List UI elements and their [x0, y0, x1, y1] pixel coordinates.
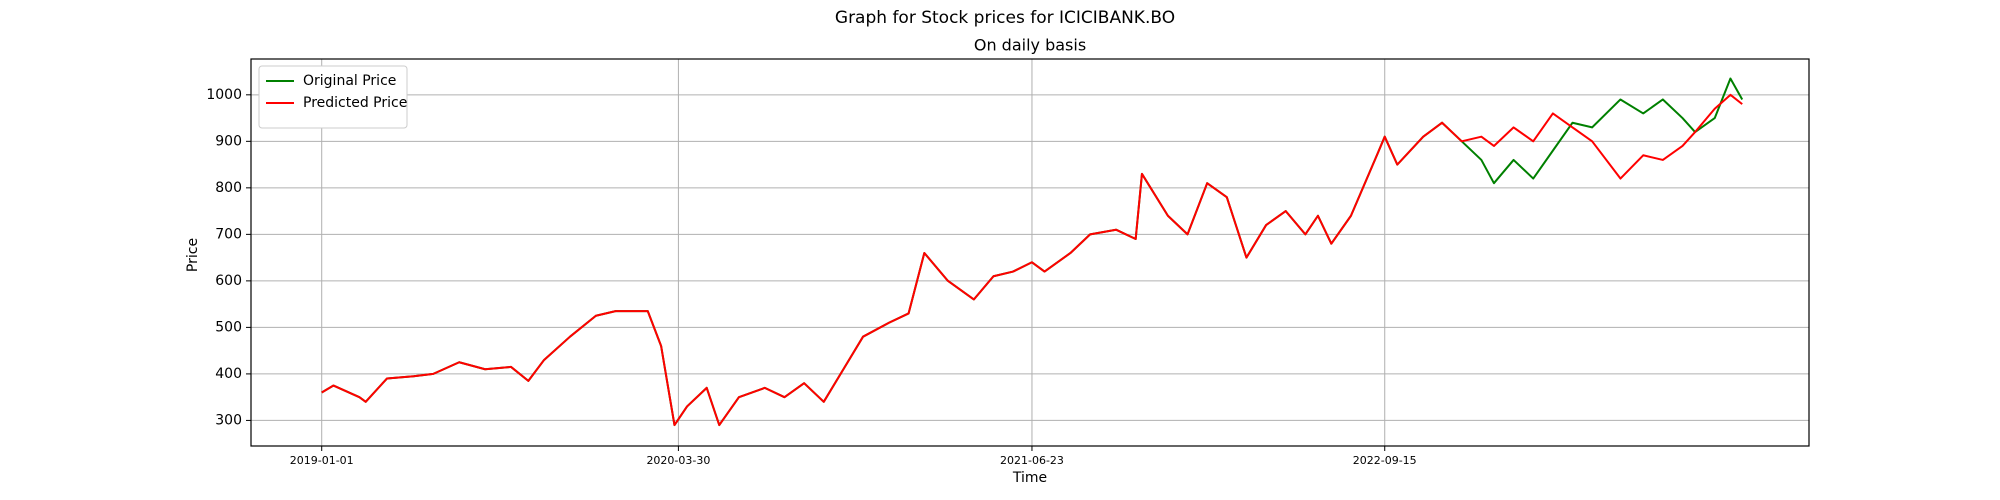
x-axis-label: Time — [1012, 470, 1047, 486]
y-tick-label: 500 — [215, 319, 242, 335]
y-tick-label: 600 — [215, 273, 242, 289]
x-tick-label: 2020-03-30 — [646, 454, 710, 467]
legend-label: Original Price — [303, 73, 396, 89]
y-tick-label: 300 — [215, 412, 242, 428]
y-tick-label: 400 — [215, 366, 242, 382]
legend: Original Price Predicted Price — [258, 65, 408, 129]
chart-subtitle: On daily basis — [974, 36, 1086, 55]
series-line — [321, 93, 1743, 427]
x-tick-label: 2022-09-15 — [1353, 454, 1417, 467]
y-tick-label: 1000 — [206, 87, 242, 103]
y-tick-label: 900 — [215, 133, 242, 149]
x-tick-label: 2019-01-01 — [290, 454, 354, 467]
legend-box — [258, 65, 408, 129]
plot-frame — [250, 58, 1810, 447]
y-tick-label: 700 — [215, 226, 242, 242]
legend-label: Predicted Price — [303, 95, 407, 111]
y-axis-label: Price — [185, 238, 201, 272]
x-tick-label: 2021-06-23 — [1000, 454, 1064, 467]
chart-title: Graph for Stock prices for ICICIBANK.BO — [835, 8, 1175, 28]
y-tick-label: 800 — [215, 180, 242, 196]
